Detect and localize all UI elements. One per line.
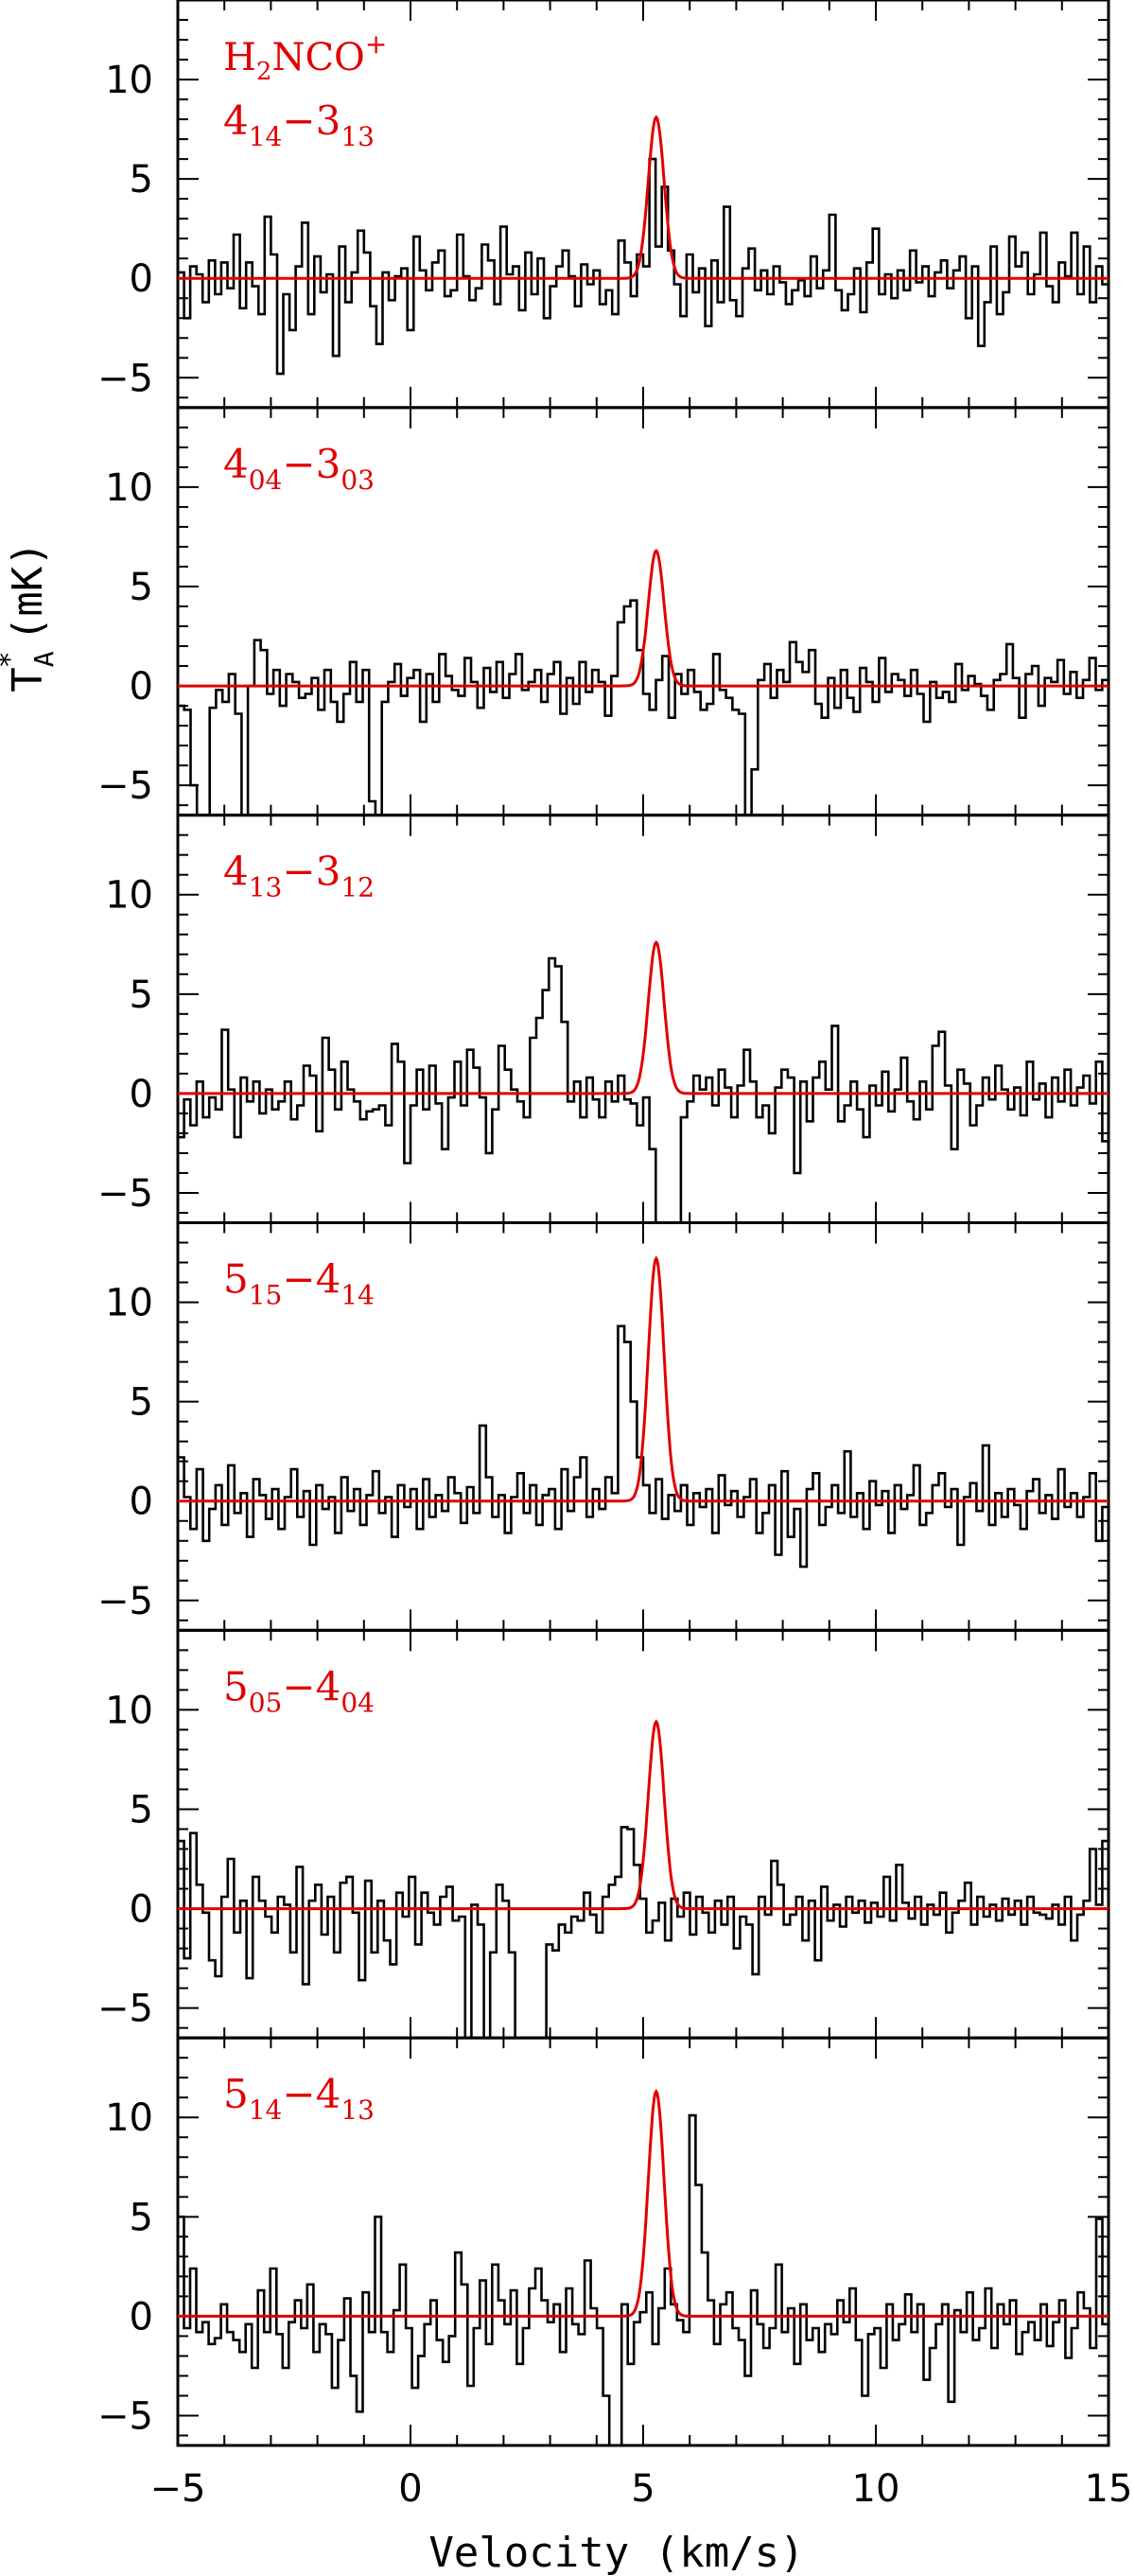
transition-lower: 4 <box>316 2071 341 2117</box>
y-tick-label: 0 <box>130 257 153 301</box>
y-tick-label: −5 <box>97 764 153 808</box>
transition-upper: 5 <box>223 1663 249 1709</box>
y-tick-label: 10 <box>105 466 153 510</box>
model-fit-curve <box>178 1255 1109 1503</box>
transition-dash: − <box>282 1256 315 1303</box>
molecule-label-nco: NCO <box>271 36 364 79</box>
transition-upper: 5 <box>223 1256 249 1303</box>
molecule-label-plus: + <box>365 28 387 60</box>
y-tick-label: 0 <box>130 665 153 709</box>
model-fit-curve <box>178 114 1109 280</box>
model-fit-curve <box>178 1719 1109 1911</box>
transition-label: 404−303 <box>223 441 375 496</box>
observed-spectrum <box>178 157 1109 376</box>
transition-upper: 5 <box>223 2071 249 2117</box>
x-tick-label: 10 <box>852 2467 900 2511</box>
y-tick-label: 0 <box>130 1481 153 1524</box>
y-axis-label-main: T <box>4 667 52 692</box>
y-tick-label: −5 <box>97 1580 153 1623</box>
y-tick-label: 5 <box>130 1381 153 1425</box>
transition-upper-sub: 14 <box>249 121 283 152</box>
transition-lower-sub: 04 <box>340 1687 375 1718</box>
transition-upper-sub: 04 <box>249 464 283 496</box>
transition-lower-sub: 12 <box>340 872 375 903</box>
panel-3: −5 0 5 10 413−312 <box>97 814 1110 1225</box>
transition-upper: 4 <box>223 849 249 895</box>
transition-label: 514−413 <box>223 2071 375 2126</box>
transition-dash: − <box>282 849 315 895</box>
transition-dash: − <box>282 441 315 487</box>
transition-lower-sub: 03 <box>340 464 375 496</box>
transition-upper-sub: 13 <box>249 872 283 903</box>
y-axis-label: TA* (mK) <box>0 541 60 692</box>
observed-spectrum <box>178 956 1109 1223</box>
y-tick-label: 5 <box>130 566 153 609</box>
transition-lower-sub: 13 <box>340 121 375 152</box>
transition-dash: − <box>282 97 315 144</box>
x-tick-labels: −5 0 5 10 15 <box>150 2467 1133 2511</box>
model-fit-curve <box>178 549 1109 688</box>
x-axis-label: Velocity (km/s) <box>428 2529 804 2576</box>
transition-dash: − <box>282 1663 315 1709</box>
chart-panels: −50510H2NCO+414−313−50510404−303−5051041… <box>97 0 1110 2447</box>
y-tick-label: 10 <box>105 874 153 918</box>
observed-spectrum <box>178 2113 1109 2446</box>
y-tick-label: 5 <box>130 973 153 1017</box>
y-tick-label: 10 <box>105 2096 153 2140</box>
observed-spectrum <box>178 599 1109 815</box>
x-tick-label: 5 <box>631 2467 655 2511</box>
y-tick-label: 0 <box>130 2295 153 2339</box>
y-tick-label: 5 <box>130 158 153 202</box>
transition-label: 505−404 <box>223 1663 375 1718</box>
y-axis-label-sub: A <box>28 651 60 667</box>
molecule-label: H2NCO+ <box>223 28 387 86</box>
transition-lower-sub: 14 <box>340 1280 375 1311</box>
transition-upper-sub: 15 <box>249 1280 283 1311</box>
transition-lower-sub: 13 <box>340 2094 375 2126</box>
observed-spectrum <box>178 1324 1109 1568</box>
transition-upper: 4 <box>223 97 249 144</box>
transition-upper-sub: 05 <box>249 1687 283 1718</box>
transition-label: 414−313 <box>223 97 375 152</box>
transition-upper: 4 <box>223 441 249 487</box>
panel-2: −5 0 5 10 404−303 <box>97 406 1110 817</box>
transition-lower: 3 <box>316 849 341 895</box>
transition-label: 515−414 <box>223 1256 375 1311</box>
y-axis-label-unit: (mK) <box>4 541 52 641</box>
y-tick-label: 0 <box>130 1888 153 1932</box>
y-tick-label: 10 <box>105 59 153 102</box>
x-tick-label: 15 <box>1085 2467 1133 2511</box>
transition-lower: 3 <box>316 441 341 487</box>
transition-lower: 4 <box>316 1256 341 1303</box>
y-tick-label: 5 <box>130 1788 153 1831</box>
transition-dash: − <box>282 2071 315 2117</box>
y-tick-label: 10 <box>105 1689 153 1732</box>
y-tick-label: 10 <box>105 1282 153 1325</box>
model-fit-curve <box>178 939 1109 1095</box>
transition-lower: 4 <box>316 1663 341 1709</box>
y-tick-label: −5 <box>97 1172 153 1216</box>
y-tick-label: −5 <box>97 357 153 400</box>
y-tick-label: −5 <box>97 2394 153 2438</box>
observed-spectrum <box>178 1826 1109 2039</box>
x-tick-label: −5 <box>150 2467 206 2511</box>
transition-upper-sub: 14 <box>249 2094 283 2126</box>
model-fit-curve <box>178 2089 1109 2318</box>
y-tick-label: −5 <box>97 1988 153 2031</box>
y-tick-label: 5 <box>130 2196 153 2239</box>
y-tick-label: 0 <box>130 1073 153 1116</box>
transition-label: 413−312 <box>223 849 375 903</box>
x-tick-label: 0 <box>398 2467 422 2511</box>
transition-lower: 3 <box>316 97 341 144</box>
molecule-label-2: 2 <box>256 58 272 86</box>
y-axis-label-sup: * <box>0 651 26 668</box>
molecule-label-h: H <box>223 36 256 79</box>
